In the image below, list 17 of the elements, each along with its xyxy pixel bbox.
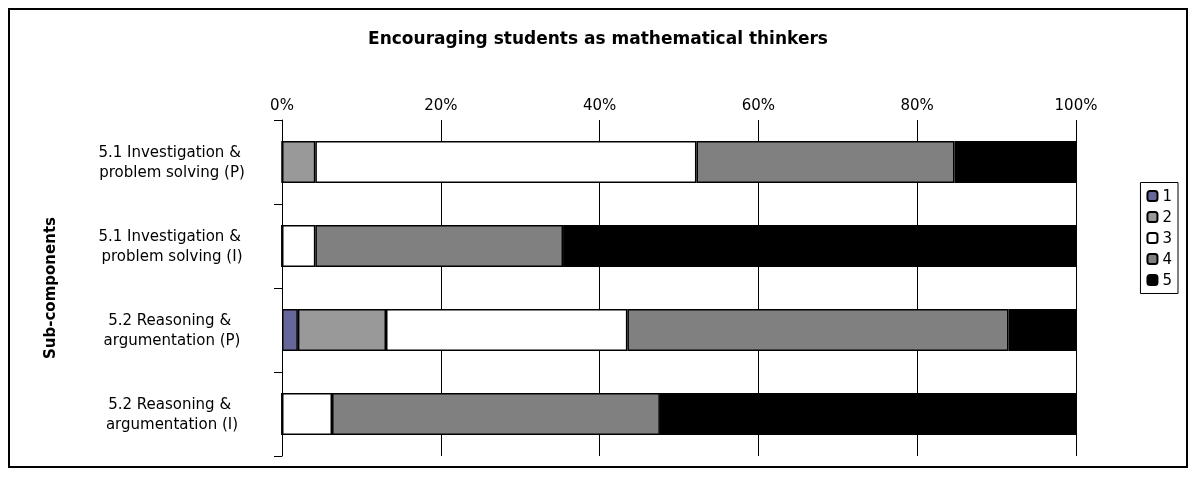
legend-label: 2: [1162, 208, 1172, 226]
y-tick-label: 5.1 Investigation & problem solving (P): [98, 143, 246, 181]
legend-label: 1: [1162, 187, 1172, 205]
legend-label: 4: [1162, 250, 1172, 268]
y-tick-label: 5.2 Reasoning & argumentation (P): [103, 311, 241, 349]
x-tick-label: 0%: [270, 95, 294, 114]
y-tick-label: 5.2 Reasoning & argumentation (I): [105, 395, 239, 433]
x-tick-label: 100%: [1054, 95, 1098, 114]
y-axis-title: Sub-components: [40, 216, 59, 359]
legend-label: 3: [1162, 229, 1172, 247]
x-tick-label: 40%: [582, 95, 617, 114]
chart-title: Encouraging students as mathematical thinkers: [368, 27, 828, 48]
y-tick-label: 5.1 Investigation & problem solving (I): [98, 227, 246, 265]
x-tick-label: 60%: [741, 95, 776, 114]
x-tick-label: 80%: [900, 95, 934, 114]
legend-label: 5: [1162, 271, 1172, 289]
x-tick-label: 20%: [424, 95, 458, 114]
